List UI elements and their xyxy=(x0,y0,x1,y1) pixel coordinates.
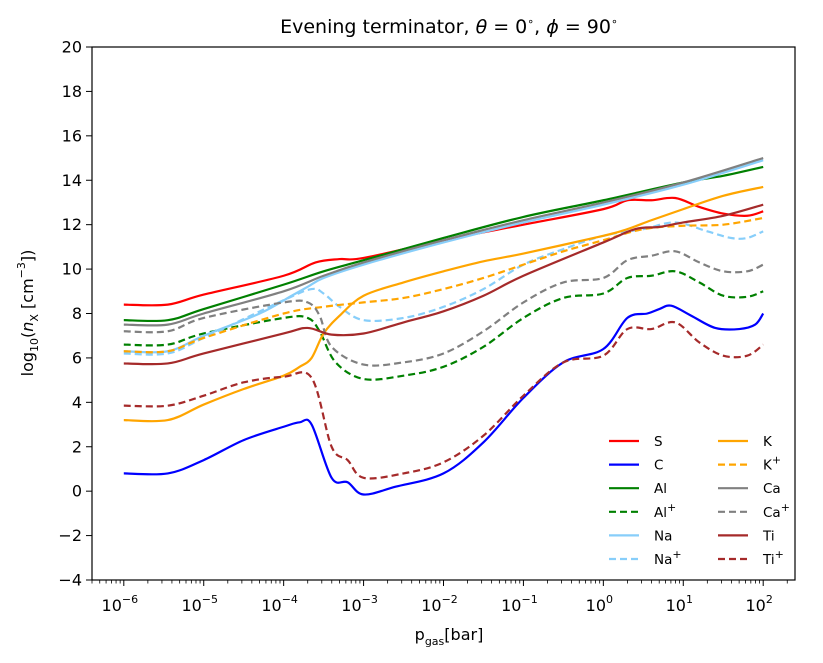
y-tick-label: 16 xyxy=(62,126,82,145)
y-tick-label: 10 xyxy=(62,260,82,279)
x-tick-label: 10−4 xyxy=(261,593,298,615)
x-tick-label: 10−2 xyxy=(421,593,458,615)
chart-title: Evening terminator, θ = 0∘, ϕ = 90∘ xyxy=(280,15,618,38)
legend-label: S xyxy=(654,434,663,450)
legend-label: Al+ xyxy=(654,501,676,521)
series-line-s xyxy=(123,196,764,307)
legend-entry-na: Na xyxy=(609,528,672,544)
y-tick-label: 2 xyxy=(72,437,82,456)
legend-entry-na-plus: Na+ xyxy=(609,548,682,568)
legend-label: K+ xyxy=(763,454,781,474)
legend-entry-ti-plus: Ti+ xyxy=(718,548,784,568)
legend-entry-al: Al xyxy=(609,481,667,497)
legend-entry-s: S xyxy=(609,434,663,450)
legend-entry-al-plus: Al+ xyxy=(609,501,676,521)
series-line-na-plus xyxy=(123,221,764,356)
legend-entry-ca: Ca xyxy=(718,481,781,497)
y-tick-label: 8 xyxy=(72,304,82,323)
y-tick-label: 12 xyxy=(62,215,82,234)
x-axis-title: pgas[bar] xyxy=(415,625,484,648)
series-lines xyxy=(123,156,765,496)
legend-label: Ti+ xyxy=(762,548,784,568)
legend-label: C xyxy=(654,458,663,474)
series-line-c xyxy=(123,304,765,496)
y-tick-label: 0 xyxy=(72,482,82,501)
y-tick-label: 14 xyxy=(62,171,82,190)
legend-label: K xyxy=(763,434,773,450)
x-tick-label: 10−3 xyxy=(341,593,378,615)
legend-entry-k-plus: K+ xyxy=(718,454,781,474)
y-tick-label: 18 xyxy=(62,82,82,101)
legend-label: Al xyxy=(654,481,667,497)
x-tick-label: 10−5 xyxy=(181,593,218,615)
series-line-ca xyxy=(123,156,764,327)
legend: SC Al Al+ Na Na+ K K+ Ca Ca+ Ti Ti+ xyxy=(609,434,790,568)
x-tick-label: 100 xyxy=(586,593,613,615)
y-tick-label: 6 xyxy=(72,348,82,367)
y-axis-title: log10(nX [cm−3]) xyxy=(15,250,41,377)
x-tick-label: 10−1 xyxy=(501,593,538,615)
legend-entry-ti: Ti xyxy=(718,528,775,544)
x-tick-label: 102 xyxy=(746,593,773,615)
x-tick-label: 10−6 xyxy=(102,593,139,615)
series-line-al-plus xyxy=(123,270,764,381)
y-tick-label: 4 xyxy=(72,393,82,412)
series-line-na xyxy=(123,159,764,354)
legend-label: Na xyxy=(654,528,672,544)
legend-label: Ca xyxy=(763,481,781,497)
series-line-ti-plus xyxy=(123,320,764,480)
x-tick-label: 101 xyxy=(666,593,693,615)
legend-label: Ca+ xyxy=(763,501,790,521)
y-tick-label: 20 xyxy=(62,38,82,57)
legend-label: Na+ xyxy=(654,548,682,568)
y-tick-label: −2 xyxy=(58,526,82,545)
plot-frame xyxy=(91,46,796,581)
legend-entry-k: K xyxy=(718,434,773,450)
legend-entry-c: C xyxy=(609,458,663,474)
y-tick-label: −4 xyxy=(58,571,82,590)
series-line-ti xyxy=(123,203,764,366)
legend-label: Ti xyxy=(762,528,775,544)
legend-entry-ca-plus: Ca+ xyxy=(718,501,790,521)
series-line-ca-plus xyxy=(123,250,764,367)
series-line-k xyxy=(123,185,764,423)
